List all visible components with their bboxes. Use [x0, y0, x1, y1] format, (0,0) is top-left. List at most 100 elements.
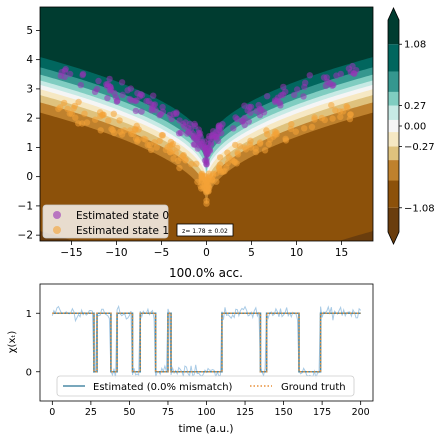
- y-tick-label: −2: [18, 230, 33, 242]
- point-state1: [263, 127, 270, 134]
- colorbar-ticks: 1.08 0.27 0.00 −0.27 −1.08: [399, 40, 435, 214]
- colorbar-block: [388, 132, 399, 147]
- point-state0: [276, 99, 284, 107]
- point-state1: [246, 141, 254, 148]
- contour-bands: [40, 7, 373, 241]
- colorbar-tick-label: 0.00: [404, 122, 426, 133]
- point-state1: [97, 127, 104, 134]
- point-state1: [151, 139, 158, 146]
- point-state0: [150, 92, 157, 99]
- colorbar-block: [388, 160, 399, 181]
- point-state0: [210, 135, 217, 142]
- point-state1: [329, 115, 336, 122]
- x-tick-label: 175: [313, 407, 331, 418]
- point-state1: [344, 104, 351, 111]
- point-state0: [179, 121, 187, 128]
- point-state1: [83, 119, 91, 126]
- point-state1: [205, 170, 212, 177]
- colorbar-extend-top: [388, 8, 399, 20]
- y-axis-label: χ(xₜ): [7, 331, 18, 354]
- point-state0: [204, 150, 211, 157]
- point-state1: [70, 105, 78, 112]
- colorbar-block: [388, 207, 399, 232]
- point-state1: [78, 120, 86, 127]
- x-axis-label: time (a.u.): [178, 423, 233, 435]
- point-state0: [214, 137, 222, 144]
- point-state0: [136, 93, 144, 100]
- point-state0: [93, 85, 101, 93]
- point-state1: [158, 131, 166, 139]
- x-tick-label: 125: [236, 407, 254, 418]
- point-state1: [202, 176, 209, 183]
- noisy-signal-line: [51, 304, 362, 380]
- point-state0: [264, 93, 271, 100]
- point-state0: [247, 103, 255, 111]
- y-tick-label: 0: [26, 171, 33, 183]
- legend-label-state1: Estimated state 1: [76, 225, 169, 237]
- legend-marker-state0: [53, 211, 61, 219]
- point-state1: [273, 131, 280, 138]
- point-state0: [215, 124, 223, 131]
- point-state1: [311, 116, 318, 123]
- y-tick-label: 2: [26, 113, 33, 125]
- point-state1: [198, 170, 206, 177]
- legend-label-estimated: Estimated (0.0% mismatch): [93, 382, 233, 393]
- point-state1: [318, 114, 325, 122]
- point-state0: [194, 145, 201, 152]
- x-tick-label: 0: [49, 407, 55, 418]
- point-state0: [320, 74, 328, 81]
- x-tick-label: 50: [123, 407, 135, 418]
- timeseries-legend: Estimated (0.0% mismatch) Ground truth: [56, 375, 355, 397]
- x-tick-label: −5: [154, 247, 169, 259]
- x-tick-label: −10: [105, 247, 127, 259]
- point-state0: [302, 79, 309, 87]
- colorbar-tick-label: −1.08: [404, 203, 435, 214]
- point-state0: [345, 65, 353, 72]
- point-state0: [294, 86, 301, 93]
- point-state1: [232, 141, 239, 149]
- y-tick-label: 4: [26, 54, 33, 66]
- contour-band: [40, 7, 373, 149]
- point-state1: [205, 187, 212, 194]
- x-axis-ticks-bottom: 0 25 50 75 100 125 150 175 200: [49, 401, 370, 418]
- colorbar-block: [388, 44, 399, 72]
- annotation-text: z= 1.78 ± 0.02: [182, 228, 228, 235]
- y-tick-label: 0: [26, 367, 32, 378]
- point-state1: [288, 121, 295, 128]
- point-state0: [143, 97, 150, 105]
- colorbar-block: [388, 71, 399, 92]
- point-state0: [300, 93, 307, 100]
- point-state1: [146, 141, 153, 149]
- y-tick-label: −1: [18, 200, 33, 212]
- y-tick-label: 1: [26, 142, 33, 154]
- legend-label-state0: Estimated state 0: [76, 210, 169, 222]
- x-tick-label: 10: [290, 247, 303, 259]
- x-tick-label: 75: [162, 407, 174, 418]
- point-state0: [61, 73, 68, 81]
- colorbar-block: [388, 20, 399, 45]
- point-state0: [256, 112, 264, 119]
- colorbar-block: [388, 146, 399, 161]
- point-state1: [111, 129, 118, 137]
- point-state0: [62, 65, 69, 73]
- point-state1: [134, 138, 141, 145]
- x-tick-label: 5: [248, 247, 255, 259]
- point-state1: [174, 144, 181, 152]
- point-state1: [99, 111, 106, 118]
- point-state1: [282, 135, 289, 142]
- point-state0: [95, 77, 102, 85]
- point-state0: [185, 128, 192, 136]
- colorbar: 1.08 0.27 0.00 −0.27 −1.08: [387, 7, 435, 245]
- x-tick-label: 0: [203, 247, 210, 259]
- timeseries-lines: [51, 304, 362, 380]
- colorbar-block: [388, 91, 399, 106]
- point-state1: [167, 149, 174, 156]
- timeseries-title: 100.0% acc.: [169, 266, 243, 280]
- colorbar-block: [388, 180, 399, 208]
- point-state1: [261, 147, 269, 154]
- point-state1: [153, 144, 160, 151]
- point-state1: [81, 110, 88, 117]
- point-state1: [147, 146, 155, 154]
- point-state0: [306, 72, 313, 79]
